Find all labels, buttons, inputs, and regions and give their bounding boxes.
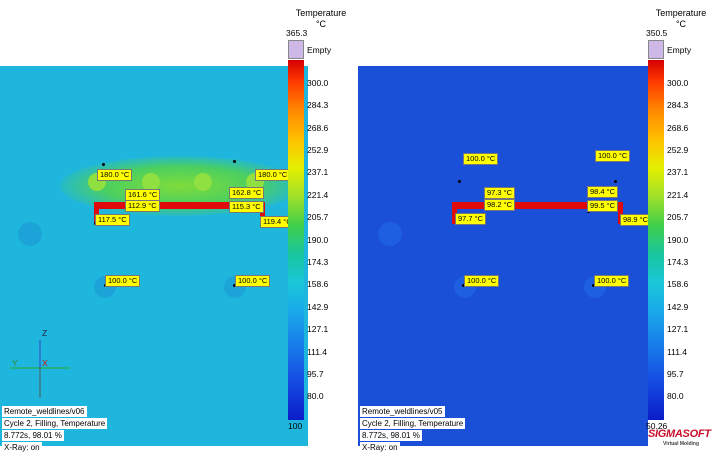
runner-left-drop: [452, 202, 457, 224]
probe-point: [102, 163, 105, 166]
probe-point: [614, 180, 617, 183]
temperature-label: 98.9 °C: [620, 214, 652, 226]
legend-tick: 252.9: [307, 145, 329, 155]
temperature-label: 99.5 °C: [587, 200, 619, 212]
legend-tick: 300.0: [307, 78, 329, 88]
legend-tick: 284.3: [307, 100, 329, 110]
xray-status: X-Ray: on: [2, 442, 42, 453]
legend-min: 100: [288, 421, 303, 431]
legend-tick: 284.3: [667, 100, 689, 110]
temperature-label: 97.7 °C: [455, 213, 487, 225]
left-result-view[interactable]: [0, 66, 308, 446]
runner-right-drop: [618, 202, 623, 224]
axis-x-label: X: [42, 358, 48, 368]
temperature-label: 100.0 °C: [594, 275, 630, 287]
legend-tick: 174.3: [307, 257, 329, 267]
legend-tick: 237.1: [307, 167, 329, 177]
legend-tick: 158.6: [307, 279, 329, 289]
temperature-label: 100.0 °C: [235, 275, 271, 287]
right-result-view[interactable]: [358, 66, 648, 446]
axis-z-label: Z: [42, 328, 48, 338]
legend-tick: 190.0: [307, 235, 329, 245]
temperature-label: 100.0 °C: [105, 275, 141, 287]
legend-tick: 300.0: [667, 78, 689, 88]
legend-tick: 142.9: [667, 302, 689, 312]
legend-max: 350.5: [646, 28, 668, 38]
legend-tick: 111.4: [307, 347, 328, 357]
legend-tick: 127.1: [667, 324, 689, 334]
legend-tick: 268.6: [667, 123, 689, 133]
model-name: Remote_weldlines/v05: [360, 406, 445, 417]
logo-tagline: Virtual Molding: [663, 441, 700, 447]
legend-title: Temperature °C: [295, 8, 347, 29]
probe-point: [462, 284, 465, 287]
legend-tick: 127.1: [307, 324, 329, 334]
legend-empty-label: Empty: [307, 45, 332, 55]
time-fill: 8.772s, 98.01 %: [2, 430, 64, 441]
legend-tick: 142.9: [307, 302, 329, 312]
time-fill: 8.772s, 98.01 %: [360, 430, 422, 441]
legend-tick: 190.0: [667, 235, 689, 245]
temperature-label: 98.2 °C: [484, 199, 516, 211]
legend-tick: 252.9: [667, 145, 689, 155]
runner-right-drop: [260, 202, 265, 224]
axis-y-label: Y: [12, 358, 18, 368]
empty-swatch: [288, 40, 304, 59]
legend-tick: 268.6: [307, 123, 329, 133]
runner-horizontal: [94, 202, 264, 209]
legend-tick: 80.0: [667, 391, 684, 401]
legend-tick: 205.7: [307, 212, 329, 222]
probe-point: [592, 284, 595, 287]
temperature-label: 162.8 °C: [229, 187, 265, 199]
runner-left-drop: [94, 202, 99, 224]
result-type: Cycle 2, Filling, Temperature: [360, 418, 466, 429]
color-scale: [288, 60, 304, 420]
temperature-label: 98.4 °C: [587, 186, 619, 198]
temperature-label: 97.3 °C: [484, 187, 516, 199]
temperature-label: 117.5 °C: [95, 214, 130, 226]
legend-tick: 95.7: [307, 369, 324, 379]
sigmasoft-logo: SIGMASOFT: [648, 428, 711, 440]
model-name: Remote_weldlines/v06: [2, 406, 87, 417]
cavity-circle: [378, 222, 402, 246]
legend-tick: 111.4: [667, 347, 688, 357]
legend-tick: 205.7: [667, 212, 689, 222]
temperature-label: 100.0 °C: [595, 150, 631, 162]
legend-tick: 80.0: [307, 391, 324, 401]
legend-tick: 237.1: [667, 167, 689, 177]
gate-circle: [194, 173, 212, 191]
legend-min: 50.26: [646, 421, 668, 431]
result-type: Cycle 2, Filling, Temperature: [2, 418, 108, 429]
axis-triad: [10, 340, 70, 398]
probe-point: [233, 284, 236, 287]
color-scale: [648, 60, 664, 420]
probe-point: [458, 180, 461, 183]
legend-tick: 174.3: [667, 257, 689, 267]
legend-tick: 221.4: [307, 190, 329, 200]
legend-title: Temperature °C: [655, 8, 707, 29]
empty-swatch: [648, 40, 664, 59]
legend-max: 365.3: [286, 28, 308, 38]
xray-status: X-Ray: on: [360, 442, 400, 453]
probe-point: [233, 160, 236, 163]
temperature-label: 100.0 °C: [464, 275, 500, 287]
runner-horizontal: [452, 202, 622, 209]
temperature-label: 100.0 °C: [463, 153, 499, 165]
legend-tick: 158.6: [667, 279, 689, 289]
gate-circle: [142, 173, 160, 191]
legend-tick: 221.4: [667, 190, 689, 200]
legend-tick: 95.7: [667, 369, 684, 379]
cavity-circle: [18, 222, 42, 246]
temperature-label: 180.0 °C: [97, 169, 133, 181]
temperature-label: 112.9 °C: [125, 200, 160, 212]
temperature-label: 115.3 °C: [229, 201, 264, 213]
legend-empty-label: Empty: [667, 45, 692, 55]
temperature-label: 180.0 °C: [255, 169, 291, 181]
